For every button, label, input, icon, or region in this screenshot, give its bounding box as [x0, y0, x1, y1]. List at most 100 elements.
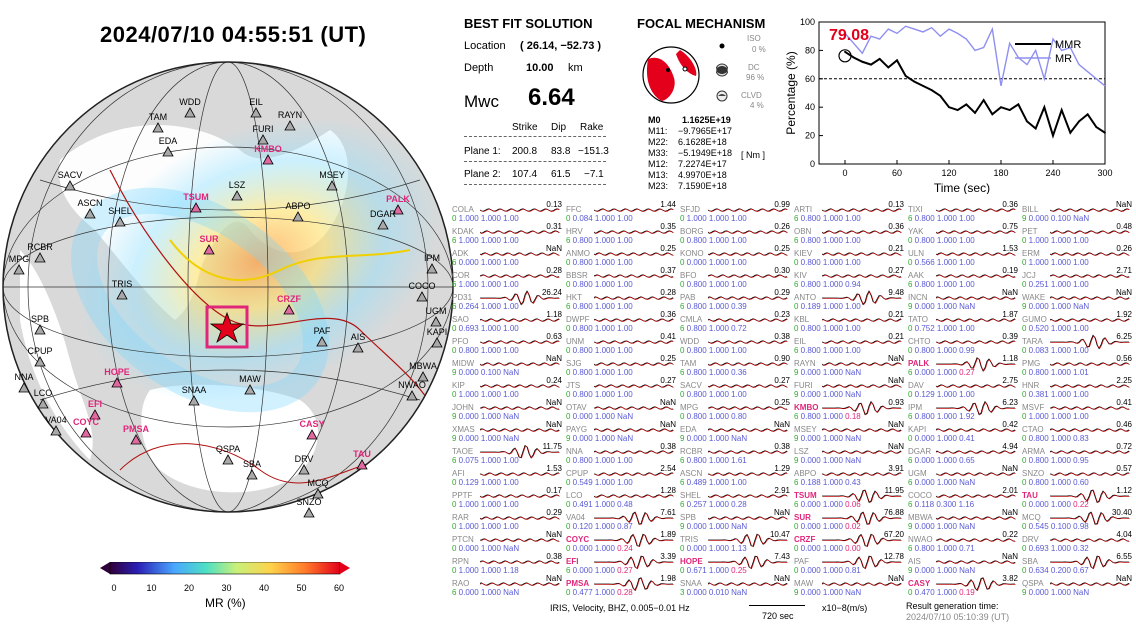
station-triangle-icon[interactable]	[377, 219, 389, 230]
waveform-cell[interactable]: NNA 0.38 0 0.800 1.000 1.00	[566, 442, 678, 465]
waveform-cell[interactable]: MIDW NaN 9 0.000 0.100 NaN	[452, 354, 564, 377]
waveform-cell[interactable]: WDD 0.38 0 0.800 1.000 1.00	[680, 332, 792, 355]
waveform-cell[interactable]: AFI 1.53 0 0.129 1.000 1.00	[452, 464, 564, 487]
station-triangle-icon[interactable]	[356, 459, 368, 470]
waveform-cell[interactable]: MSVF 0.41 0 1.000 1.000 1.00	[1022, 398, 1134, 421]
globe-map[interactable]: TAM WDD EIL RAYN FURI EDA KMBO SACV MSEY ASCN SHEL…	[0, 60, 455, 580]
station-triangle-icon[interactable]	[246, 469, 258, 480]
station-triangle-icon[interactable]	[18, 382, 30, 393]
waveform-cell[interactable]: TAM 0.90 6 0.800 1.000 0.36	[680, 354, 792, 377]
waveform-cell[interactable]: AIS NaN 9 0.000 1.000 NaN	[908, 552, 1020, 575]
station-triangle-icon[interactable]	[426, 263, 438, 274]
station-triangle-icon[interactable]	[37, 398, 49, 409]
station-triangle-icon[interactable]	[130, 434, 142, 445]
waveform-cell[interactable]: DRV 4.04 0 0.693 1.000 0.32	[1022, 530, 1134, 553]
waveform-cell[interactable]: PMG 0.56 0 0.800 1.000 1.01	[1022, 354, 1134, 377]
waveform-cell[interactable]: ADK NaN 6 0.000 1.000 1.00	[452, 244, 564, 267]
waveform-cell[interactable]: CASY 3.82 0 0.470 1.000 0.19	[908, 574, 1020, 597]
waveform-cell[interactable]: ARTI 0.13 6 0.800 1.000 1.00	[794, 200, 906, 223]
waveform-cell[interactable]: SHEL 2.91 6 0.257 1.000 0.28	[680, 486, 792, 509]
waveform-cell[interactable]: PET 0.48 0 1.000 1.000 1.00	[1022, 222, 1134, 245]
waveform-cell[interactable]: PTCN NaN 0 0.000 1.000 NaN	[452, 530, 564, 553]
waveform-cell[interactable]: CTAO 0.46 0 0.800 1.000 0.83	[1022, 420, 1134, 443]
waveform-cell[interactable]: CRZF 67.20 0 0.000 1.000 0.00	[794, 530, 906, 553]
waveform-cell[interactable]: KDAK 0.31 6 1.000 1.000 1.00	[452, 222, 564, 245]
waveform-cell[interactable]: RCBR 0.38 6 0.800 1.000 1.61	[680, 442, 792, 465]
station-triangle-icon[interactable]	[306, 429, 318, 440]
waveform-cell[interactable]: COCO 2.01 6 0.118 0.300 1.16	[908, 486, 1020, 509]
waveform-cell[interactable]: COR 0.28 6 1.000 1.000 1.00	[452, 266, 564, 289]
waveform-cell[interactable]: ARMA 0.72 0 0.800 1.000 0.95	[1022, 442, 1134, 465]
waveform-cell[interactable]: ABPO 3.91 6 0.188 1.000 0.43	[794, 464, 906, 487]
waveform-cell[interactable]: TATO 1.87 0 0.752 1.000 1.00	[908, 310, 1020, 333]
waveform-cell[interactable]: MCQ 30.40 0 0.545 0.100 0.98	[1022, 508, 1134, 531]
waveform-cell[interactable]: BORG 0.26 0 0.800 1.000 1.00	[680, 222, 792, 245]
waveform-cell[interactable]: YAK 0.75 0 0.800 1.000 1.00	[908, 222, 1020, 245]
waveform-cell[interactable]: JCJ 2.71 0 0.251 1.000 1.00	[1022, 266, 1134, 289]
waveform-cell[interactable]: TAU 1.12 0 0.000 1.000 0.22	[1022, 486, 1134, 509]
waveform-cell[interactable]: FURI NaN 9 0.000 1.000 NaN	[794, 376, 906, 399]
station-triangle-icon[interactable]	[284, 120, 296, 131]
station-triangle-icon[interactable]	[298, 464, 310, 475]
waveform-cell[interactable]: MSEY NaN 9 0.000 1.000 NaN	[794, 420, 906, 443]
waveform-cell[interactable]: EDA NaN 9 0.000 1.000 NaN	[680, 420, 792, 443]
waveform-cell[interactable]: AAK 0.19 6 0.800 1.000 1.00	[908, 266, 1020, 289]
waveform-cell[interactable]: RPN 0.38 0 1.000 1.000 1.18	[452, 552, 564, 575]
station-triangle-icon[interactable]	[34, 356, 46, 367]
waveform-cell[interactable]: JOHN NaN 9 0.000 1.000 NaN	[452, 398, 564, 421]
waveform-cell[interactable]: GUMO 1.92 0 0.520 1.000 1.00	[1022, 310, 1134, 333]
waveform-cell[interactable]: OBN 0.36 6 0.800 1.000 1.00	[794, 222, 906, 245]
station-triangle-icon[interactable]	[430, 316, 442, 327]
waveform-cell[interactable]: EFI 3.39 6 0.000 1.000 0.27	[566, 552, 678, 575]
waveform-cell[interactable]: HKT 0.28 6 0.800 1.000 1.00	[566, 288, 678, 311]
station-triangle-icon[interactable]	[34, 252, 46, 263]
waveform-cell[interactable]: JTS 0.27 0 0.800 1.000 1.00	[566, 376, 678, 399]
station-triangle-icon[interactable]	[316, 336, 328, 347]
waveform-cell[interactable]: KMBO 0.93 6 0.800 1.000 0.18	[794, 398, 906, 421]
waveform-cell[interactable]: IPM 6.23 6 0.800 1.000 1.92	[908, 398, 1020, 421]
station-triangle-icon[interactable]	[80, 427, 92, 438]
waveform-cell[interactable]: HRV 0.35 6 0.800 1.000 1.00	[566, 222, 678, 245]
waveform-cell[interactable]: DGAR 4.94 6 0.000 1.000 0.65	[908, 442, 1020, 465]
waveform-cell[interactable]: KIV 0.27 6 0.800 1.000 0.94	[794, 266, 906, 289]
waveform-cell[interactable]: KBL 0.21 0 0.800 1.000 1.00	[794, 310, 906, 333]
station-triangle-icon[interactable]	[64, 180, 76, 191]
station-triangle-icon[interactable]	[231, 190, 243, 201]
waveform-cell[interactable]: SJG 0.25 0 0.800 1.000 1.00	[566, 354, 678, 377]
waveform-cell[interactable]: UNM 0.41 0 0.800 1.000 1.00	[566, 332, 678, 355]
waveform-cell[interactable]: LCO 1.28 0 0.491 1.000 0.48	[566, 486, 678, 509]
waveform-cell[interactable]: PAYG NaN 9 0.000 1.000 NaN	[566, 420, 678, 443]
waveform-cell[interactable]: SPB NaN 9 0.000 1.000 NaN	[680, 508, 792, 531]
station-triangle-icon[interactable]	[326, 180, 338, 191]
waveform-cell[interactable]: MAW NaN 9 0.000 1.000 NaN	[794, 574, 906, 597]
station-triangle-icon[interactable]	[111, 377, 123, 388]
waveform-cell[interactable]: TRIS 10.47 0 0.000 1.000 1.13	[680, 530, 792, 553]
waveform-cell[interactable]: COYC 1.89 0 0.000 1.000 0.24	[566, 530, 678, 553]
waveform-cell[interactable]: VA04 7.61 0 0.120 1.000 0.87	[566, 508, 678, 531]
station-triangle-icon[interactable]	[312, 488, 324, 499]
station-triangle-icon[interactable]	[13, 264, 25, 275]
waveform-cell[interactable]: QSPA NaN 9 0.000 1.000 NaN	[1022, 574, 1134, 597]
waveform-cell[interactable]: TARA 6.25 0 0.083 1.000 1.00	[1022, 332, 1134, 355]
waveform-cell[interactable]: DAV 2.75 0 0.129 1.000 1.00	[908, 376, 1020, 399]
waveform-cell[interactable]: NWAO 0.22 6 0.800 1.000 0.71	[908, 530, 1020, 553]
mr-chart[interactable]: 0 20 40 60 80 100 0 60 120 180 240 300 Time (sec) Per…	[784, 8, 1124, 194]
waveform-cell[interactable]: KAPI 0.42 0 0.000 1.000 0.41	[908, 420, 1020, 443]
waveform-cell[interactable]: SNZO 0.57 0 0.800 1.000 0.60	[1022, 464, 1134, 487]
station-triangle-icon[interactable]	[222, 454, 234, 465]
station-triangle-icon[interactable]	[188, 395, 200, 406]
station-triangle-icon[interactable]	[190, 202, 202, 213]
waveform-cell[interactable]: SBA 6.55 0 0.634 0.200 0.67	[1022, 552, 1134, 575]
waveform-cell[interactable]: RAYN NaN 9 0.000 1.000 NaN	[794, 354, 906, 377]
waveform-cell[interactable]: BBSR 0.37 0 0.800 1.000 1.00	[566, 266, 678, 289]
station-triangle-icon[interactable]	[392, 204, 404, 215]
waveform-cell[interactable]: PFO 0.63 0 0.800 1.000 1.00	[452, 332, 564, 355]
waveform-cell[interactable]: BILL NaN 9 0.000 0.100 NaN	[1022, 200, 1134, 223]
waveform-cell[interactable]: MBWA NaN 9 0.000 1.000 NaN	[908, 508, 1020, 531]
waveform-cell[interactable]: SUR 76.88 0 0.000 1.000 0.02	[794, 508, 906, 531]
waveform-cell[interactable]: CMLA 0.23 6 0.800 1.000 0.72	[680, 310, 792, 333]
station-triangle-icon[interactable]	[116, 289, 128, 300]
station-triangle-icon[interactable]	[162, 146, 174, 157]
waveform-cell[interactable]: HOPE 7.43 0 0.671 1.000 0.25	[680, 552, 792, 575]
waveform-cell[interactable]: PAB 0.29 6 0.800 1.000 0.39	[680, 288, 792, 311]
